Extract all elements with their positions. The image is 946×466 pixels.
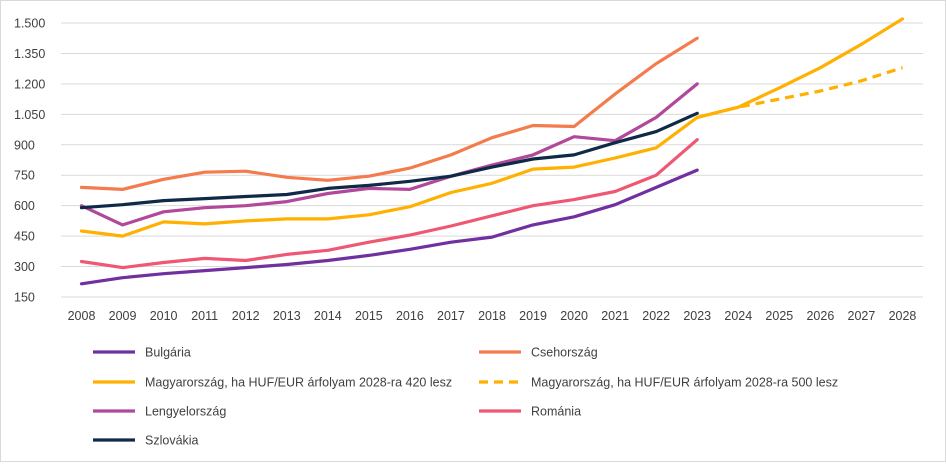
y-tick-label: 300 xyxy=(14,260,35,274)
legend-label: Magyarország, ha HUF/EUR árfolyam 2028-r… xyxy=(531,376,838,390)
x-tick-label: 2013 xyxy=(273,309,301,323)
series-line-0 xyxy=(79,168,699,286)
y-tick-label: 600 xyxy=(14,199,35,213)
series-line-1 xyxy=(79,36,699,191)
legend: Bulgária Csehország Magyarország, ha HUF/E… xyxy=(93,346,838,448)
x-tick-label: 2012 xyxy=(232,309,260,323)
x-tick-label: 2017 xyxy=(437,309,465,323)
x-tick-label: 2025 xyxy=(765,309,793,323)
x-tick-label: 2024 xyxy=(724,309,752,323)
x-tick-label: 2010 xyxy=(150,309,178,323)
y-tick-label: 1.200 xyxy=(14,77,45,91)
gridlines xyxy=(61,22,923,298)
x-tick-label: 2026 xyxy=(806,309,834,323)
legend-item: Magyarország, ha HUF/EUR árfolyam 2028-r… xyxy=(479,376,838,390)
legend-label: Lengyelország xyxy=(145,405,226,419)
y-tick-label: 750 xyxy=(14,169,35,183)
y-tick-label: 1.050 xyxy=(14,108,45,122)
legend-label: Csehország xyxy=(531,346,598,360)
x-tick-label: 2014 xyxy=(314,309,342,323)
legend-item: Szlovákia xyxy=(93,434,199,448)
legend-item: Bulgária xyxy=(93,346,191,360)
x-tick-label: 2009 xyxy=(109,309,137,323)
x-tick-label: 2022 xyxy=(642,309,670,323)
x-tick-label: 2018 xyxy=(478,309,506,323)
legend-item: Magyarország, ha HUF/EUR árfolyam 2028-r… xyxy=(93,376,452,390)
x-tick-label: 2019 xyxy=(519,309,547,323)
series-line-5 xyxy=(79,138,699,270)
legend-item: Csehország xyxy=(479,346,598,360)
x-tick-label: 2023 xyxy=(683,309,711,323)
y-tick-label: 1.500 xyxy=(14,17,45,31)
y-axis-tick-labels: 150 300 450 600 750 900 1.050 1.200 1.350 1.500 xyxy=(14,17,45,305)
y-tick-label: 150 xyxy=(14,291,35,305)
x-axis-tick-labels: 2008 2009 2010 2011 2012 2013 2014 2015 2016 2017… xyxy=(68,309,917,323)
x-tick-label: 2027 xyxy=(848,309,876,323)
legend-label: Szlovákia xyxy=(145,434,199,448)
x-tick-label: 2011 xyxy=(191,309,218,323)
x-tick-label: 2015 xyxy=(355,309,383,323)
legend-item: Románia xyxy=(479,405,581,419)
series-lines xyxy=(79,17,905,286)
legend-label: Románia xyxy=(531,405,581,419)
legend-label: Magyarország, ha HUF/EUR árfolyam 2028-r… xyxy=(145,376,452,390)
legend-label: Bulgária xyxy=(145,346,191,360)
series-line-2 xyxy=(79,17,905,238)
legend-item: Lengyelország xyxy=(93,405,226,419)
y-tick-label: 900 xyxy=(14,138,35,152)
x-tick-label: 2016 xyxy=(396,309,424,323)
series-line-6 xyxy=(79,111,699,210)
y-tick-label: 450 xyxy=(14,230,35,244)
x-tick-label: 2020 xyxy=(560,309,588,323)
x-tick-label: 2021 xyxy=(601,309,629,323)
x-tick-label: 2008 xyxy=(68,309,96,323)
series-line-4 xyxy=(79,82,699,227)
x-tick-label: 2028 xyxy=(889,309,917,323)
y-tick-label: 1.350 xyxy=(14,47,45,61)
